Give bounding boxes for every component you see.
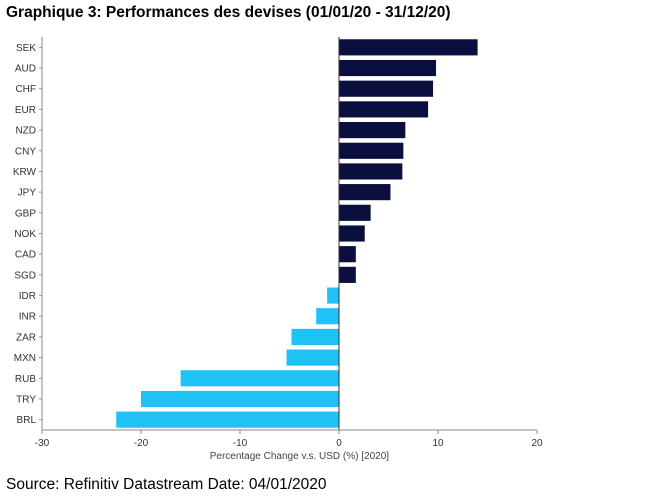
x-axis-label: Percentage Change v.s. USD (%) [2020] [210, 451, 390, 462]
category-label-sgd: SGD [14, 270, 36, 281]
bar-nok [339, 225, 365, 242]
bar-inr [316, 308, 339, 325]
x-tick-label: -30 [35, 438, 50, 449]
category-label-inr: INR [19, 312, 36, 323]
category-label-brl: BRL [17, 415, 37, 426]
bar-gbp [339, 204, 371, 221]
bar-eur [339, 101, 429, 118]
category-label-eur: EUR [15, 105, 36, 116]
bar-idr [327, 287, 339, 304]
category-label-sek: SEK [16, 43, 36, 54]
category-label-nzd: NZD [15, 126, 36, 137]
x-tick-label: 10 [432, 438, 444, 449]
category-label-nok: NOK [14, 229, 36, 240]
bar-try [141, 390, 339, 408]
x-tick-label: -10 [233, 438, 248, 449]
bar-zar [291, 328, 339, 345]
category-label-rub: RUB [15, 374, 36, 385]
category-label-mxn: MXN [14, 353, 36, 364]
bar-jpy [339, 184, 391, 201]
x-tick-label: 0 [336, 438, 342, 449]
bar-krw [339, 163, 403, 180]
category-label-zar: ZAR [16, 332, 36, 343]
bar-mxn [286, 349, 339, 366]
x-tick-label: -20 [134, 438, 149, 449]
bar-cny [339, 142, 404, 159]
category-label-krw: KRW [13, 167, 37, 178]
category-label-cny: CNY [15, 146, 36, 157]
category-label-gbp: GBP [15, 208, 36, 219]
category-label-idr: IDR [19, 291, 36, 302]
bar-nzd [339, 122, 406, 139]
bar-sgd [339, 266, 356, 283]
category-label-chf: CHF [15, 84, 36, 95]
category-label-jpy: JPY [18, 188, 37, 199]
bar-aud [339, 59, 437, 77]
bar-cad [339, 246, 356, 263]
bar-chf [339, 80, 434, 97]
chart-title: Graphique 3: Performances des devises (0… [6, 4, 451, 21]
bar-brl [116, 411, 339, 428]
bar-sek [339, 39, 478, 56]
category-label-try: TRY [16, 394, 36, 405]
x-tick-label: 20 [531, 438, 543, 449]
category-label-cad: CAD [15, 250, 36, 261]
category-label-aud: AUD [15, 64, 36, 75]
source-note: Source: Refinitiv Datastream Date: 04/01… [6, 476, 327, 493]
bar-rub [180, 370, 339, 387]
